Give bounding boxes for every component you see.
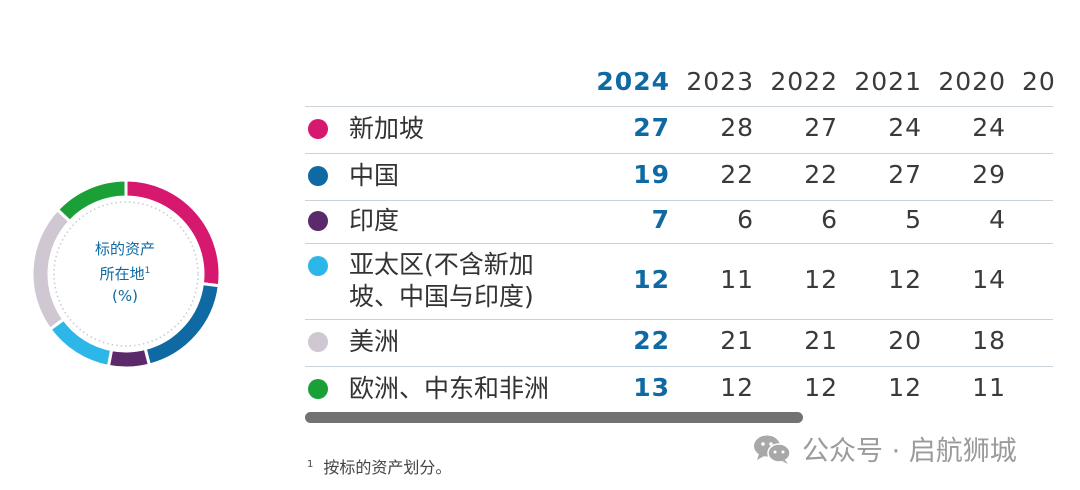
value-2024: 27 bbox=[633, 113, 670, 142]
table-row-singapore: 新加坡 27 28 27 24 24 bbox=[305, 106, 1075, 153]
value-2024: 7 bbox=[651, 205, 670, 234]
year-header-truncated: 20 bbox=[1022, 67, 1056, 96]
legend-dot-china bbox=[308, 166, 328, 186]
row-divider bbox=[305, 200, 1053, 201]
value-2023: 22 bbox=[720, 160, 754, 189]
row-divider bbox=[305, 319, 1053, 320]
value-2022: 12 bbox=[804, 373, 838, 402]
value-2023: 21 bbox=[720, 326, 754, 355]
table-row-americas: 美洲 22 21 21 20 18 bbox=[305, 319, 1075, 366]
asset-location-donut-chart bbox=[30, 178, 222, 370]
year-header-2021: 2021 bbox=[854, 67, 922, 96]
value-2020: 18 bbox=[972, 326, 1006, 355]
legend-dot-singapore bbox=[308, 119, 328, 139]
value-2020: 29 bbox=[972, 160, 1006, 189]
value-2020: 4 bbox=[989, 205, 1006, 234]
value-2024: 22 bbox=[633, 326, 670, 355]
allocation-table: 2024 2023 2022 2021 2020 20 新加坡 27 28 27… bbox=[305, 62, 1075, 422]
value-2022: 22 bbox=[804, 160, 838, 189]
year-header-2024: 2024 bbox=[596, 67, 670, 96]
donut-label-line3: (%) bbox=[112, 287, 138, 305]
value-2024: 19 bbox=[633, 160, 670, 189]
year-header-2020: 2020 bbox=[938, 67, 1006, 96]
value-2022: 21 bbox=[804, 326, 838, 355]
value-2020: 11 bbox=[972, 373, 1006, 402]
donut-inner-dotted-ring bbox=[53, 201, 199, 347]
row-label: 美洲 bbox=[349, 327, 400, 356]
row-label: 中国 bbox=[349, 161, 400, 190]
legend-dot-apac bbox=[308, 256, 328, 276]
donut-slice-2 bbox=[106, 346, 152, 370]
donut-center-label: 标的资产 所在地1 (%) bbox=[60, 238, 190, 307]
row-label: 欧洲、中东和非洲 bbox=[349, 374, 550, 403]
legend-dot-emea bbox=[308, 379, 328, 399]
table-row-emea: 欧洲、中东和非洲 13 12 12 12 11 bbox=[305, 366, 1075, 413]
footnote: 1 按标的资产划分。 bbox=[307, 458, 452, 477]
value-2021: 27 bbox=[888, 160, 922, 189]
value-2022: 6 bbox=[821, 205, 838, 234]
year-header-2022: 2022 bbox=[770, 67, 838, 96]
value-2020: 24 bbox=[972, 113, 1006, 142]
value-2022: 27 bbox=[804, 113, 838, 142]
donut-label-line2: 所在地1 bbox=[99, 265, 151, 283]
value-2023: 28 bbox=[720, 113, 754, 142]
donut-label-line1: 标的资产 bbox=[94, 240, 155, 258]
donut-slice-3 bbox=[47, 317, 114, 369]
value-2021: 12 bbox=[888, 373, 922, 402]
watermark: 公众号 · 启航狮城 bbox=[752, 429, 1017, 468]
value-2021: 5 bbox=[905, 205, 922, 234]
row-divider bbox=[305, 366, 1053, 367]
row-label: 新加坡 bbox=[349, 114, 425, 143]
legend-dot-americas bbox=[308, 332, 328, 352]
table-row-apac-ex: 亚太区(不含新加 坡、中国与印度) 12 11 12 12 14 bbox=[305, 243, 1075, 319]
row-divider bbox=[305, 153, 1053, 154]
horizontal-scrollbar[interactable] bbox=[305, 412, 803, 423]
value-2022: 12 bbox=[804, 265, 838, 294]
value-2020: 14 bbox=[972, 265, 1006, 294]
watermark-text: 公众号 · 启航狮城 bbox=[802, 436, 1017, 467]
donut-slice-5 bbox=[55, 178, 128, 224]
row-divider bbox=[305, 106, 1053, 107]
table-row-china: 中国 19 22 22 27 29 bbox=[305, 153, 1075, 200]
value-2021: 12 bbox=[888, 265, 922, 294]
value-2024: 13 bbox=[633, 373, 670, 402]
year-header-2023: 2023 bbox=[686, 67, 754, 96]
legend-dot-india bbox=[308, 211, 328, 231]
row-label: 印度 bbox=[349, 206, 400, 235]
table-row-india: 印度 7 6 6 5 4 bbox=[305, 200, 1075, 243]
row-divider bbox=[305, 243, 1053, 244]
value-2023: 6 bbox=[737, 205, 754, 234]
wechat-icon bbox=[752, 433, 792, 465]
value-2021: 24 bbox=[888, 113, 922, 142]
row-label-line2: 坡、中国与印度) bbox=[349, 282, 534, 311]
row-label-line1: 亚太区(不含新加 bbox=[349, 250, 534, 279]
value-2023: 12 bbox=[720, 373, 754, 402]
value-2024: 12 bbox=[633, 265, 670, 294]
value-2023: 11 bbox=[720, 265, 754, 294]
value-2021: 20 bbox=[888, 326, 922, 355]
